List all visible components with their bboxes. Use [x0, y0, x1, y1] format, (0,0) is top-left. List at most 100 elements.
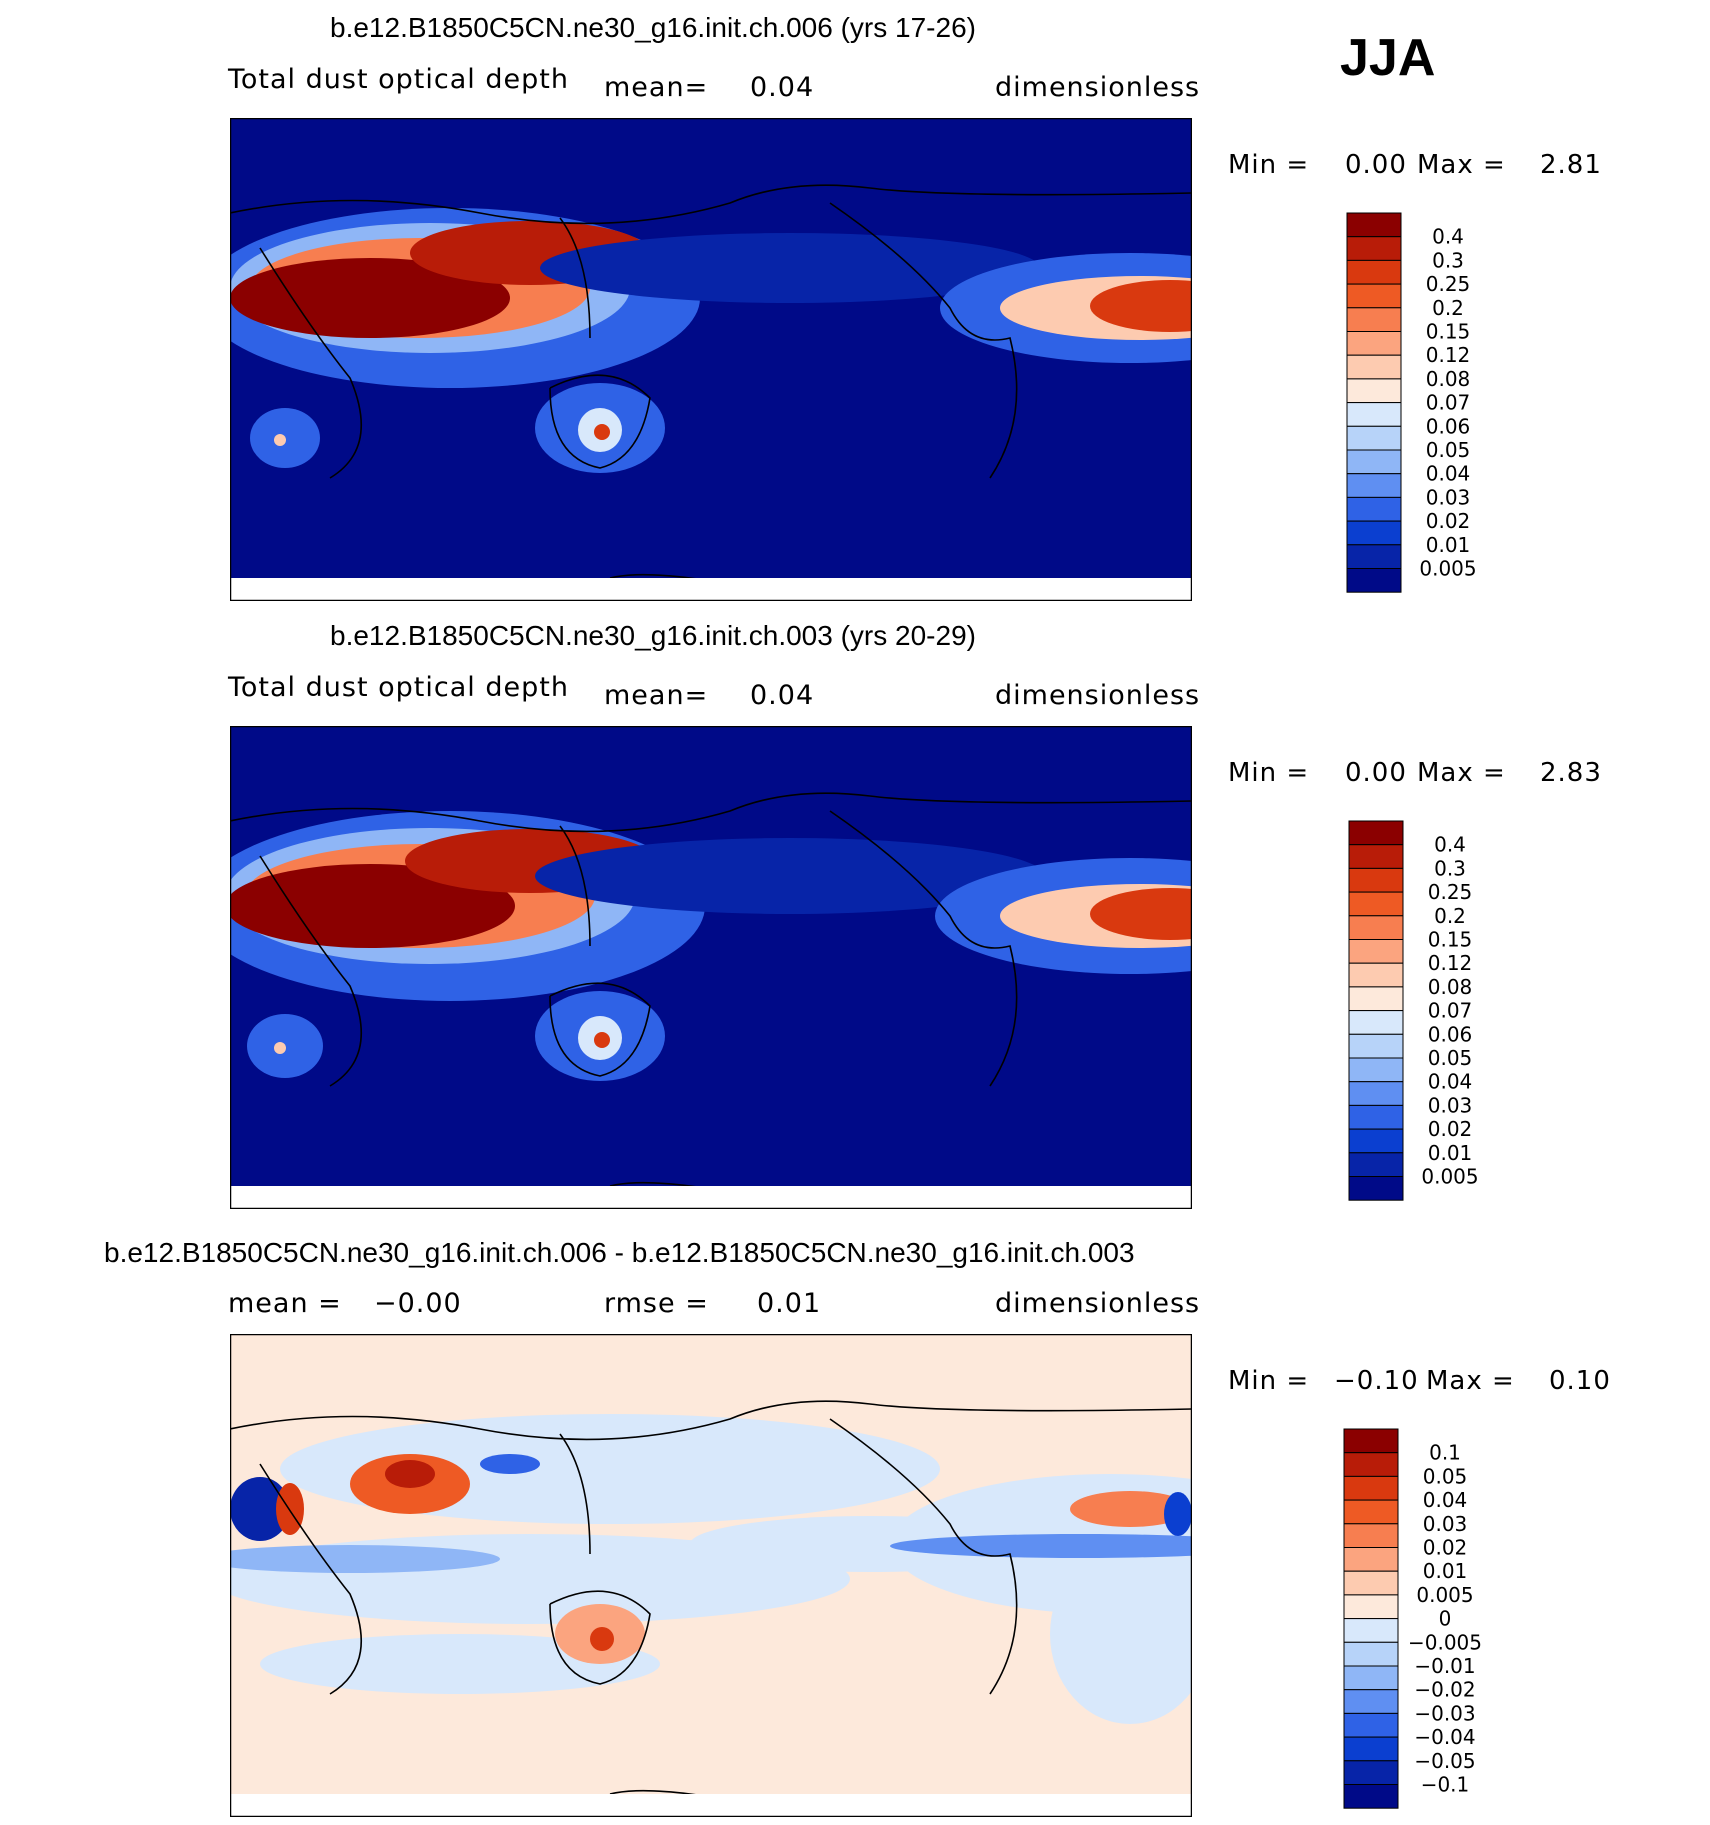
panel1-map — [230, 118, 1192, 601]
panel2-atlantic-core — [1090, 888, 1192, 940]
panel2-min-label: Min = — [1228, 758, 1310, 788]
colorbar-tick-label: −0.1 — [1421, 1773, 1470, 1797]
colorbar-swatch — [1348, 986, 1404, 1012]
colorbar-tick-label: 0.03 — [1423, 1512, 1468, 1536]
colorbar-tick-label: 0.03 — [1426, 485, 1471, 509]
panel1-mean-value: 0.04 — [750, 72, 815, 103]
panel3-west-africa-neg — [230, 1477, 290, 1541]
colorbar-tick-label: 0.12 — [1428, 951, 1473, 975]
colorbar-swatch — [1346, 378, 1402, 404]
panel3-atlantic-east-neg — [1164, 1492, 1192, 1536]
colorbar-tick-label: 0.005 — [1416, 1583, 1473, 1607]
panel2-title: b.e12.B1850C5CN.ne30_g16.init.ch.003 (yr… — [330, 620, 976, 651]
colorbar-tick-label: 0.005 — [1421, 1165, 1478, 1189]
colorbar-tick-label: 0.03 — [1428, 1093, 1473, 1117]
colorbar-tick-label: 0.2 — [1432, 296, 1464, 320]
panel1-plume-core — [230, 258, 510, 338]
colorbar-swatch — [1346, 449, 1402, 475]
panel3-min-label: Min = — [1228, 1366, 1310, 1396]
panel3-max-value: 0.10 — [1549, 1366, 1611, 1396]
panel2-map — [230, 726, 1192, 1209]
panel3-atlantic-neg — [890, 1534, 1192, 1558]
colorbar-swatch — [1348, 1057, 1404, 1083]
panel2-max-value: 2.83 — [1540, 758, 1602, 788]
panel1-variable: Total dust optical depth — [228, 64, 569, 95]
colorbar-tick-label: 0.005 — [1419, 557, 1476, 581]
panel3-min-value: −0.10 — [1334, 1366, 1419, 1396]
colorbar-swatch — [1346, 331, 1402, 356]
panel1-min-label: Min = — [1228, 150, 1310, 180]
panel3-mean-label: mean = — [228, 1288, 342, 1319]
panel2-plume-core — [230, 864, 515, 948]
colorbar-swatch — [1346, 425, 1402, 451]
colorbar-tick-label: 0.12 — [1426, 343, 1471, 367]
colorbar-tick-label: 0.25 — [1426, 272, 1471, 296]
colorbar-swatch — [1346, 520, 1402, 546]
colorbar-tick-label: 0.05 — [1428, 1046, 1473, 1070]
colorbar-swatch — [1346, 259, 1402, 285]
colorbar-swatch — [1346, 544, 1402, 569]
colorbar-swatch — [1348, 1176, 1404, 1201]
colorbar-swatch — [1348, 867, 1404, 893]
colorbar-swatch — [1346, 307, 1402, 333]
panel3-colorbar: 0.10.050.040.030.020.010.0050−0.005−0.01… — [1343, 1428, 1482, 1809]
colorbar-tick-label: 0.08 — [1428, 975, 1473, 999]
colorbar-swatch — [1346, 402, 1402, 427]
colorbar-swatch — [1348, 1152, 1404, 1177]
panel3-atlantic-pos — [1070, 1491, 1190, 1527]
colorbar-tick-label: 0.05 — [1426, 438, 1471, 462]
colorbar-swatch — [1343, 1641, 1399, 1667]
panel1-title: b.e12.B1850C5CN.ne30_g16.init.ch.006 (yr… — [330, 12, 976, 43]
colorbar-tick-label: −0.005 — [1408, 1630, 1482, 1654]
panel2-mean-value: 0.04 — [750, 680, 815, 711]
panel3-tropical-neg — [230, 1545, 500, 1573]
panel1-pacific-outflow — [540, 233, 1040, 303]
panel2-mean-label: mean= — [604, 680, 709, 711]
panel3-band-pacific — [690, 1516, 1050, 1572]
panel1-antarctica — [230, 578, 1192, 601]
colorbar-swatch — [1343, 1570, 1399, 1596]
panel2-colorbar: 0.40.30.250.20.150.120.080.070.060.050.0… — [1348, 820, 1479, 1201]
colorbar-tick-label: 0 — [1439, 1607, 1452, 1631]
colorbar-tick-label: 0.04 — [1426, 462, 1471, 486]
panel2-variable: Total dust optical depth — [228, 672, 569, 703]
panel3-units: dimensionless — [995, 1288, 1201, 1319]
colorbar-swatch — [1346, 212, 1402, 238]
colorbar-swatch — [1348, 962, 1404, 988]
colorbar-swatch — [1346, 568, 1402, 593]
colorbar-swatch — [1343, 1760, 1399, 1785]
colorbar-swatch — [1343, 1689, 1399, 1714]
colorbar-tick-label: 0.1 — [1429, 1441, 1461, 1465]
colorbar-swatch — [1348, 939, 1404, 964]
colorbar-tick-label: 0.04 — [1423, 1488, 1468, 1512]
colorbar-tick-label: 0.08 — [1426, 367, 1471, 391]
colorbar-tick-label: −0.02 — [1414, 1678, 1475, 1702]
panel2-australia-core — [594, 1032, 610, 1048]
panel2-coastlines — [230, 792, 1192, 1197]
colorbar-tick-label: 0.4 — [1432, 225, 1464, 249]
colorbar-tick-label: −0.04 — [1414, 1725, 1475, 1749]
colorbar-tick-label: 0.15 — [1428, 928, 1473, 952]
panel1-coastlines — [230, 184, 1192, 589]
colorbar-swatch — [1348, 1081, 1404, 1106]
colorbar-swatch — [1346, 354, 1402, 380]
colorbar-swatch — [1343, 1736, 1399, 1762]
colorbar-swatch — [1343, 1784, 1399, 1809]
colorbar-tick-label: 0.3 — [1432, 248, 1464, 272]
panel3-band-east — [1050, 1544, 1192, 1724]
colorbar-tick-label: 0.01 — [1426, 533, 1471, 557]
colorbar-tick-label: 0.2 — [1434, 904, 1466, 928]
colorbar-tick-label: 0.05 — [1423, 1464, 1468, 1488]
panel3-mean-value: −0.00 — [374, 1288, 462, 1319]
panel2-min-value: 0.00 — [1345, 758, 1407, 788]
panel1-atlantic-core — [1090, 280, 1192, 332]
colorbar-tick-label: −0.05 — [1414, 1749, 1475, 1773]
panel3-rmse-value: 0.01 — [757, 1288, 822, 1319]
colorbar-swatch — [1348, 844, 1404, 869]
panel1-mean-label: mean= — [604, 72, 709, 103]
panel1-australia-core — [594, 424, 610, 440]
panel3-asia-neg — [480, 1454, 540, 1474]
colorbar-swatch — [1343, 1618, 1399, 1643]
season-label: JJA — [1340, 29, 1436, 87]
panel3-west-africa-pos — [276, 1483, 304, 1535]
